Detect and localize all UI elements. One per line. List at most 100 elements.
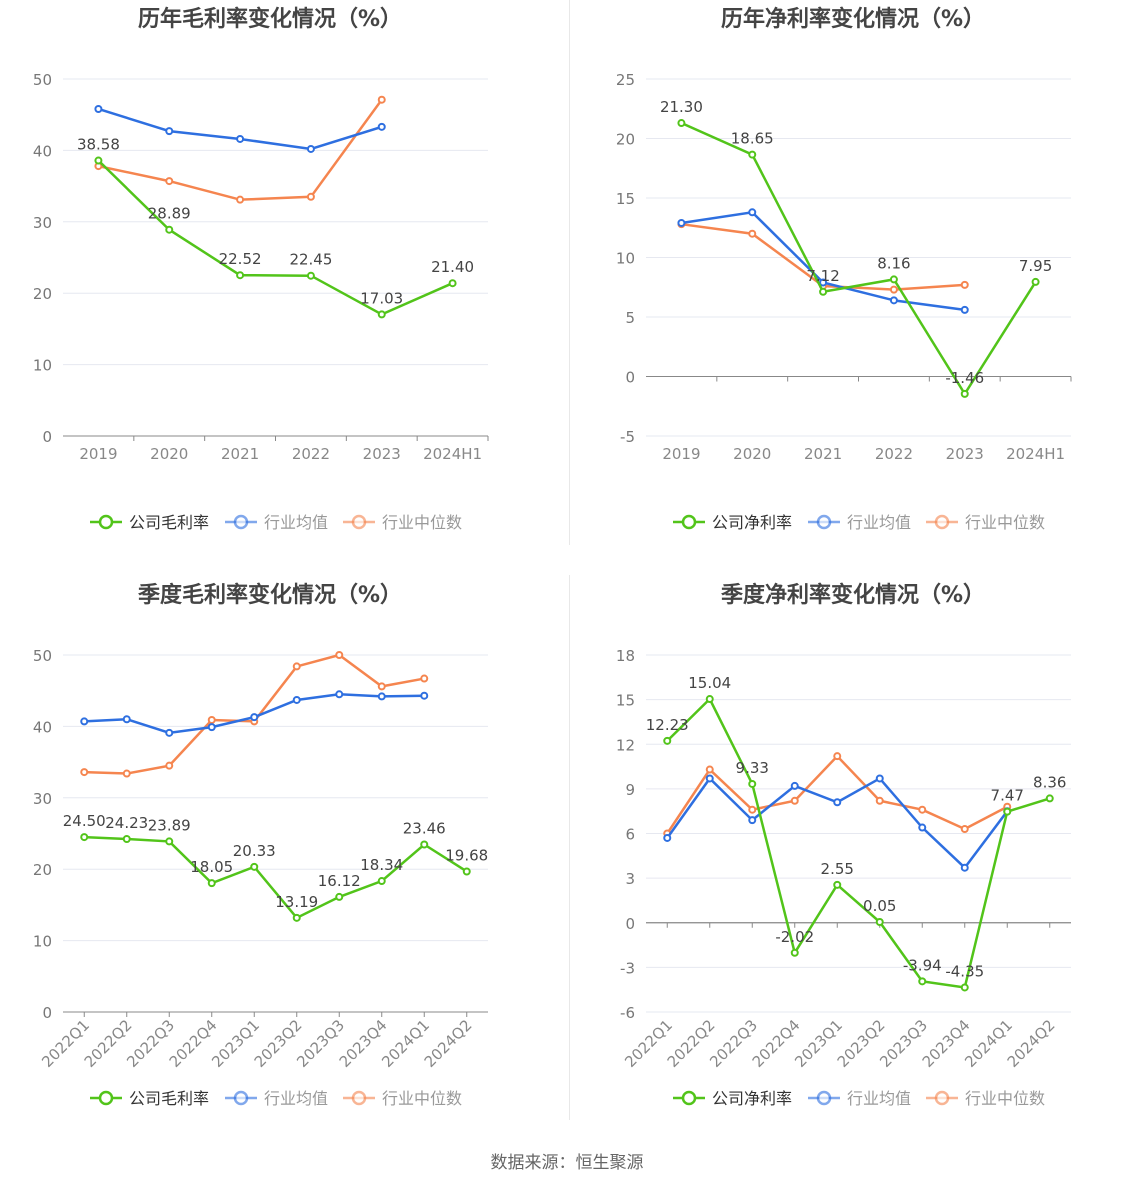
x-tick-label: 2022	[292, 445, 330, 463]
legend-circle-icon	[98, 514, 114, 530]
legend-item-avg[interactable]: 行业均值	[225, 1089, 328, 1108]
data-point-company	[875, 918, 884, 927]
legend-item-company[interactable]: 公司净利率	[673, 513, 792, 532]
data-label: 19.68	[445, 846, 488, 864]
data-point-company	[1045, 794, 1054, 803]
legend-label: 行业中位数	[382, 513, 462, 532]
data-point-avg	[306, 144, 315, 153]
data-label: 22.45	[289, 251, 332, 269]
series-line-company	[84, 835, 468, 920]
data-point-median	[122, 769, 131, 778]
legend-item-median[interactable]: 行业中位数	[343, 513, 462, 532]
y-tick-label: 25	[616, 71, 635, 89]
data-label: 38.58	[77, 136, 120, 154]
data-point-median	[335, 651, 344, 659]
legend-item-avg[interactable]: 行业均值	[808, 1089, 911, 1108]
legend-item-median[interactable]: 行业中位数	[343, 1089, 462, 1108]
data-point-company	[889, 275, 898, 284]
series-line-avg	[666, 776, 1009, 870]
data-point-avg	[292, 695, 301, 704]
data-label: 15.04	[688, 674, 731, 692]
data-point-avg	[94, 104, 103, 113]
data-label: 24.23	[105, 814, 148, 832]
legend-item-company[interactable]: 公司毛利率	[90, 1089, 209, 1108]
data-label: -2.02	[775, 928, 814, 946]
y-tick-label: 3	[625, 870, 635, 888]
y-tick-label: -6	[620, 1004, 635, 1022]
legend-label: 行业均值	[847, 1089, 911, 1108]
legend-circle-icon	[351, 514, 367, 530]
data-point-median	[306, 192, 315, 201]
y-tick-label: 15	[616, 190, 635, 208]
data-point-median	[748, 805, 757, 814]
legend-item-company[interactable]: 公司毛利率	[90, 513, 209, 532]
data-point-company	[122, 834, 131, 843]
legend-item-avg[interactable]: 行业均值	[808, 513, 911, 532]
y-tick-label: 50	[33, 647, 52, 665]
x-tick-label: 2024Q2	[421, 1016, 476, 1071]
x-tick-label: 2020	[150, 445, 188, 463]
data-point-avg	[790, 781, 799, 790]
series-line-company	[666, 696, 1051, 989]
data-point-avg	[250, 713, 259, 722]
data-point-median	[165, 177, 174, 186]
data-point-median	[165, 761, 174, 770]
data-point-company	[960, 983, 969, 992]
data-label: 21.30	[660, 98, 703, 116]
data-point-company	[833, 880, 842, 889]
y-tick-label: -5	[620, 428, 635, 446]
data-point-median	[377, 95, 386, 104]
data-label: 23.89	[148, 816, 191, 834]
data-label: 7.47	[991, 787, 1024, 805]
series-line-company	[97, 159, 454, 316]
data-label: 16.12	[318, 872, 361, 890]
data-point-median	[705, 765, 714, 774]
data-point-avg	[663, 833, 672, 842]
chart-1: 历年净利率变化情况（%） -5 0 5 10 15 20 25 2019 2020 2021 2022…	[616, 6, 1072, 532]
chart-0: 历年毛利率变化情况（%） 0 10 20 30 40 50 2019 2020 2021 2022 2…	[33, 6, 489, 532]
data-label: 28.89	[148, 205, 191, 223]
data-point-avg	[705, 774, 714, 783]
y-tick-label: 0	[625, 369, 635, 387]
chart-title: 历年毛利率变化情况（%）	[138, 6, 402, 32]
legend-circle-icon	[681, 514, 697, 530]
y-tick-label: 10	[616, 250, 635, 268]
data-label: 2.55	[821, 860, 854, 878]
y-tick-label: 18	[616, 647, 635, 665]
legend-label: 行业均值	[847, 513, 911, 532]
series-line-company	[680, 121, 1037, 397]
data-point-avg	[748, 816, 757, 825]
y-tick-label: 20	[33, 861, 52, 879]
data-point-avg	[420, 691, 429, 700]
data-point-avg	[918, 823, 927, 832]
series-line-median	[98, 98, 383, 201]
data-point-company	[1003, 807, 1012, 816]
legend-item-company[interactable]: 公司净利率	[673, 1089, 792, 1108]
data-point-company	[448, 279, 457, 288]
chart-3: 季度净利率变化情况（%）-6-303691215182022Q12022Q220…	[616, 582, 1071, 1108]
y-tick-label: -3	[620, 959, 635, 977]
legend-label: 行业均值	[264, 1089, 328, 1108]
data-point-avg	[889, 296, 898, 305]
data-point-avg	[748, 208, 757, 217]
legend-item-avg[interactable]: 行业均值	[225, 513, 328, 532]
data-point-median	[80, 768, 89, 777]
data-label: 22.52	[219, 250, 262, 268]
x-tick-label: 2019	[79, 445, 117, 463]
legend-item-median[interactable]: 行业中位数	[926, 513, 1045, 532]
legend-circle-icon	[934, 1090, 950, 1106]
data-point-company	[207, 879, 216, 888]
data-label: 9.33	[736, 759, 769, 777]
data-point-company	[335, 892, 344, 901]
x-tick-label: 2021	[804, 445, 842, 463]
data-point-company	[377, 877, 386, 886]
chart-title: 季度净利率变化情况（%）	[721, 582, 985, 608]
data-label: 7.95	[1019, 257, 1052, 275]
legend-item-median[interactable]: 行业中位数	[926, 1089, 1045, 1108]
chart-2: 季度毛利率变化情况（%）010203040502022Q12022Q22022Q…	[33, 582, 488, 1108]
y-tick-label: 5	[625, 309, 635, 327]
x-tick-label: 2024H1	[1006, 445, 1065, 463]
legend-circle-icon	[351, 1090, 367, 1106]
data-label: 8.16	[877, 254, 910, 272]
